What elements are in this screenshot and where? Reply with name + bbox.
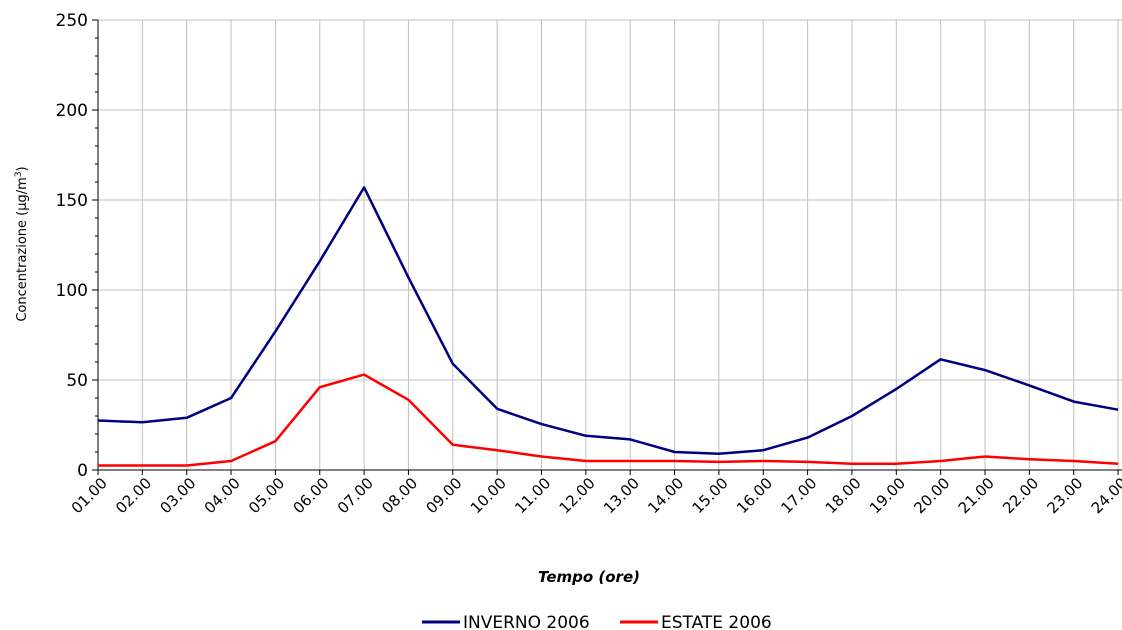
legend: INVERNO 2006 ESTATE 2006 xyxy=(422,613,772,630)
x-tick-label: 22.00 xyxy=(999,474,1042,517)
y-tick-label: 200 xyxy=(56,101,88,121)
x-tick-label: 05.00 xyxy=(245,474,288,517)
x-tick-label: 15.00 xyxy=(689,474,732,517)
x-tick-label: 09.00 xyxy=(423,474,466,517)
series-lines xyxy=(97,186,1119,467)
x-tick-label: 03.00 xyxy=(156,474,199,517)
x-tick-label: 17.00 xyxy=(777,474,820,517)
series-line-inverno xyxy=(97,186,1119,456)
x-tick-label: 19.00 xyxy=(866,474,909,517)
y-axis-label-sup: 3 xyxy=(14,171,24,177)
y-axis-label-text: Concentrazione (µg/m xyxy=(15,177,30,321)
x-tick-label: 01.00 xyxy=(68,474,111,517)
gridlines xyxy=(98,19,1122,470)
y-tick-label: 50 xyxy=(66,371,88,391)
x-tick-label: 13.00 xyxy=(600,474,643,517)
legend-label-estate: ESTATE 2006 xyxy=(661,613,772,630)
x-axis-ticks: 01.00 02.00 03.00 04.00 05.00 06.00 07.00 08.00… xyxy=(68,474,1122,517)
x-tick-label: 16.00 xyxy=(733,474,776,517)
x-tick-label: 10.00 xyxy=(467,474,510,517)
x-tick-label: 23.00 xyxy=(1043,474,1086,517)
axes xyxy=(92,19,1122,475)
y-axis-label-close: ) xyxy=(15,166,30,171)
x-axis-label: Tempo (ore) xyxy=(538,568,640,586)
x-tick-label: 06.00 xyxy=(289,474,332,517)
x-tick-label: 14.00 xyxy=(644,474,687,517)
legend-label-inverno: INVERNO 2006 xyxy=(463,613,590,630)
series-line-estate xyxy=(98,373,1119,467)
x-tick-label: 21.00 xyxy=(955,474,998,517)
y-tick-label: 250 xyxy=(56,11,88,31)
y-tick-label: 100 xyxy=(56,281,88,301)
x-tick-label: 08.00 xyxy=(378,474,421,517)
x-tick-label: 04.00 xyxy=(201,474,244,517)
x-tick-label: 24.00 xyxy=(1088,474,1122,517)
y-axis-ticks: 0 50 100 150 200 250 xyxy=(56,11,88,481)
x-tick-label: 11.00 xyxy=(511,474,554,517)
x-tick-label: 07.00 xyxy=(334,474,377,517)
x-tick-label: 18.00 xyxy=(822,474,865,517)
y-tick-label: 150 xyxy=(56,191,88,211)
y-axis-label: Concentrazione (µg/m3) xyxy=(14,166,30,321)
x-tick-label: 02.00 xyxy=(112,474,155,517)
y-tick-label: 0 xyxy=(77,461,88,481)
x-tick-label: 20.00 xyxy=(910,474,953,517)
x-tick-label: 12.00 xyxy=(556,474,599,517)
